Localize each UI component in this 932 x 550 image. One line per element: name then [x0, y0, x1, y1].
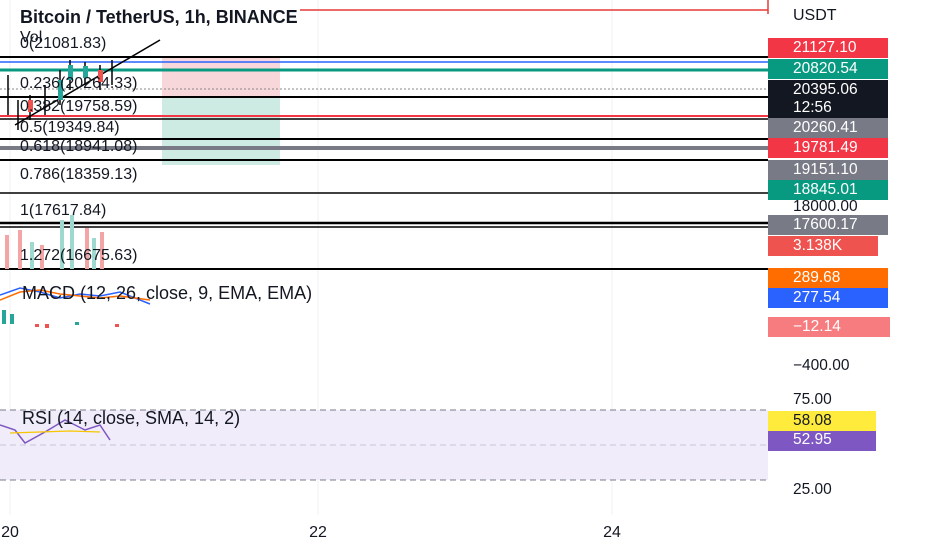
rsi-axis-label: 52.95 — [793, 431, 832, 448]
fib-level-label: 0.382(19758.59) — [20, 98, 137, 115]
fib-level-label: 1(17617.84) — [20, 202, 106, 219]
price-label: 18845.01 — [793, 181, 858, 198]
macd-axis-label: −400.00 — [793, 357, 850, 374]
price-label: 20260.41 — [793, 119, 858, 136]
price-label: 19151.10 — [793, 161, 858, 178]
fib-level-label: 0.236(20264.33) — [20, 75, 137, 92]
time-label: 22 — [309, 524, 327, 541]
time-label: 24 — [603, 524, 621, 541]
fib-level-label: 0(21081.83) — [20, 35, 106, 52]
volume-label: Vol — [20, 29, 42, 46]
price-label: 12:56 — [793, 99, 832, 116]
layout — [0, 0, 890, 515]
rsi-label: RSI (14, close, SMA, 14, 2) — [22, 408, 240, 428]
macd-axis-label: 277.54 — [793, 289, 841, 306]
fib-level-label: 0.786(18359.13) — [20, 166, 137, 183]
macd-label: MACD (12, 26, close, 9, EMA, EMA) — [22, 283, 312, 303]
rsi-axis-label: 75.00 — [793, 391, 832, 408]
rsi-axis-label: 25.00 — [793, 481, 832, 498]
fib-level-label: 0.618(18941.08) — [20, 138, 137, 155]
price-label: 19781.49 — [793, 139, 858, 156]
price-label: 18000.00 — [793, 198, 858, 215]
fib-level-label: 1.272(16675.63) — [20, 247, 137, 264]
chart-title: Bitcoin / TetherUS, 1h, BINANCE — [20, 7, 298, 27]
price-label: 3.138K — [793, 237, 843, 254]
fib-level-label: 0.5(19349.84) — [20, 119, 120, 136]
price-label: 20395.06 — [793, 81, 858, 98]
price-label: 17600.17 — [793, 216, 858, 233]
price-label: 20820.54 — [793, 60, 858, 77]
macd-axis-label: −12.14 — [793, 318, 841, 335]
time-label: 20 — [1, 524, 19, 541]
unit-label: USDT — [793, 7, 837, 24]
price-label: 21127.10 — [793, 39, 857, 56]
macd-axis-label: 289.68 — [793, 269, 840, 286]
rsi-axis-label: 58.08 — [793, 412, 832, 429]
